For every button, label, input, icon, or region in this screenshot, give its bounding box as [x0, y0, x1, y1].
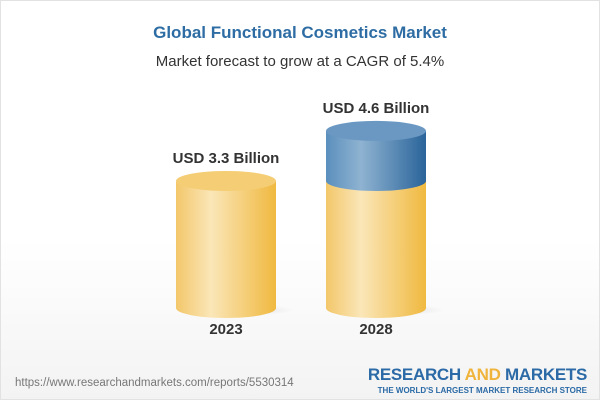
research-and-markets-logo: RESEARCH AND MARKETS THE WORLD'S LARGEST… — [367, 365, 587, 395]
category-label: 2023 — [209, 321, 242, 338]
data-label: USD 4.6 Billion — [323, 100, 430, 117]
report-url[interactable]: https://www.researchandmarkets.com/repor… — [15, 377, 294, 389]
cylinder-growth-2028 — [326, 130, 426, 191]
chart-subtitle: Market forecast to grow at a CAGR of 5.4… — [155, 53, 445, 70]
cylinder-base-2028 — [326, 180, 426, 318]
cylinder-base-2023 — [176, 180, 276, 318]
category-label: 2028 — [359, 321, 392, 338]
cylinder-top-2023 — [176, 170, 276, 191]
chart-title: Global Functional Cosmetics Market — [153, 23, 447, 42]
cylinder-top-2028 — [326, 120, 426, 141]
data-label: USD 3.3 Billion — [173, 150, 280, 167]
